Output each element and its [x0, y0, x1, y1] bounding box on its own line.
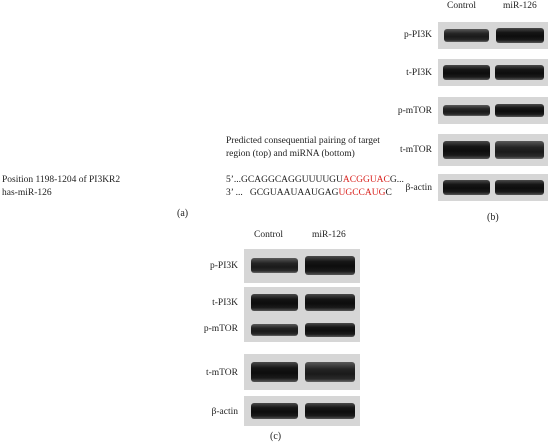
- c-band-mir126: [305, 323, 355, 337]
- panel-c-letter: (c): [270, 431, 282, 442]
- c-band-mir126: [305, 403, 355, 419]
- c-row-label: p-PI3K: [210, 261, 238, 271]
- c-row-label: t-mTOR: [205, 368, 238, 378]
- pairing-caption-line2: region (top) and miRNA (bottom): [226, 149, 355, 159]
- target-seq-seed: ACGGUAC: [342, 175, 390, 185]
- target-seq-suffix: G...: [389, 175, 404, 185]
- b-row-label: p-mTOR: [397, 106, 432, 116]
- c-band-control: [251, 403, 298, 419]
- b-band-mir126: [495, 65, 544, 80]
- panel-a-letter: (a): [177, 208, 189, 219]
- pairing-caption-line1: Predicted consequential pairing of targe…: [226, 136, 380, 146]
- target-sequence: 5’...GCAGGCAGGUUUUGUACGGUACG...: [226, 174, 404, 186]
- b-band-mir126: [495, 180, 544, 195]
- c-blot-strip: [244, 318, 360, 342]
- panel-b-letter: (b): [487, 212, 499, 223]
- mirna-sequence: 3’ ... GCGUAAUAAUGAGUGCCAUGC: [226, 187, 392, 199]
- b-col-control: Control: [447, 1, 477, 11]
- b-row-label: t-PI3K: [406, 68, 432, 78]
- b-blot-strip: [438, 134, 548, 166]
- c-band-control: [251, 324, 298, 336]
- c-band-mir126: [305, 294, 355, 311]
- b-row-label: β-actin: [405, 183, 432, 193]
- mirna-seq-seed: UGCCAUG: [338, 188, 386, 198]
- c-blot-strip: [244, 287, 360, 318]
- b-blot-strip: [438, 59, 548, 86]
- mirna-seq-suffix: C: [385, 188, 392, 198]
- c-blot-strip: [244, 354, 360, 390]
- b-band-control: [443, 141, 490, 159]
- b-band-control: [443, 65, 490, 80]
- b-band-mir126: [495, 104, 544, 117]
- b-band-control: [443, 180, 490, 195]
- b-blot-strip: [438, 97, 548, 124]
- b-blot-strip: [438, 174, 548, 201]
- c-band-mir126: [305, 362, 355, 382]
- c-blot-strip: [244, 396, 360, 426]
- mirna-seq-prefix: 3’ ... GCGUAAUAAUGAG: [226, 188, 339, 198]
- b-band-mir126: [495, 141, 544, 159]
- c-col-mir126: miR-126: [312, 230, 346, 240]
- c-row-label: t-PI3K: [212, 298, 238, 308]
- target-seq-prefix: 5’...GCAGGCAGGUUUUGU: [226, 175, 343, 185]
- b-band-mir126: [496, 28, 544, 43]
- c-blot-strip: [244, 249, 360, 283]
- c-band-control: [251, 362, 298, 382]
- c-band-mir126: [305, 256, 355, 275]
- c-col-control: Control: [254, 230, 284, 240]
- target-position-label: Position 1198-1204 of PI3KR2: [2, 175, 121, 185]
- b-col-mir126: miR-126: [503, 1, 537, 11]
- c-band-control: [251, 294, 298, 311]
- c-row-label: β-actin: [211, 407, 238, 417]
- c-row-label: p-mTOR: [203, 324, 238, 334]
- b-band-control: [443, 105, 490, 116]
- b-band-control: [444, 29, 489, 42]
- c-band-control: [251, 258, 298, 273]
- mirna-name-label: has-miR-126: [2, 188, 52, 198]
- b-row-label: p-PI3K: [404, 30, 432, 40]
- b-row-label: t-mTOR: [399, 145, 432, 155]
- b-blot-strip: [438, 22, 548, 49]
